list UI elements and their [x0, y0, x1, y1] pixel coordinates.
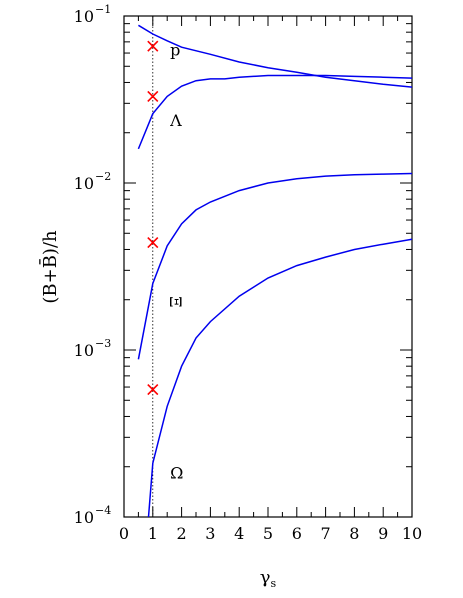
- x-tick-label: 9: [378, 524, 388, 543]
- x-tick-label: 4: [234, 524, 244, 543]
- x-marker-stroke: [147, 383, 159, 396]
- y-tick-exponent: −4: [95, 504, 111, 517]
- x-tick-label: 8: [349, 524, 359, 543]
- series-label: p: [170, 41, 180, 60]
- y-tick-label: 10: [74, 7, 94, 26]
- y-axis-title: (B+B̄)/h: [38, 230, 61, 304]
- x-tick-label: 5: [263, 524, 273, 543]
- x-axis-title: γs: [260, 567, 277, 590]
- x-tick-label: 2: [177, 524, 187, 543]
- series-line-p: [138, 24, 413, 88]
- y-tick-exponent: −2: [95, 170, 111, 183]
- y-tick-label: 10: [74, 341, 94, 360]
- y-tick-exponent: −3: [95, 337, 111, 350]
- x-marker: [147, 383, 159, 396]
- x-axis-title-main: γ: [260, 567, 271, 588]
- x-marker-stroke: [147, 40, 159, 52]
- series-line-Ξ: [137, 172, 413, 360]
- series-label: Λ: [169, 111, 182, 130]
- x-tick-label: 0: [119, 524, 129, 543]
- y-tick-label: 10: [74, 174, 94, 193]
- x-marker: [147, 236, 159, 249]
- series-label: Ω: [170, 464, 183, 483]
- x-marker: [147, 90, 159, 102]
- plot-frame: [123, 15, 413, 518]
- x-marker: [147, 40, 159, 52]
- y-tick-exponent: −1: [95, 3, 111, 16]
- x-tick-label: 10: [402, 524, 422, 543]
- x-tick-label: 7: [321, 524, 331, 543]
- x-tick-label: 3: [205, 524, 215, 543]
- series-label: Ξ: [166, 296, 185, 307]
- x-marker-stroke: [147, 236, 159, 249]
- x-marker-stroke: [147, 90, 159, 102]
- x-tick-label: 1: [148, 524, 158, 543]
- x-axis-title-sub: s: [271, 577, 277, 590]
- y-tick-label: 10: [74, 508, 94, 527]
- series-line-Λ: [137, 74, 413, 150]
- x-tick-label: 6: [292, 524, 302, 543]
- series-line-Ω: [147, 238, 413, 518]
